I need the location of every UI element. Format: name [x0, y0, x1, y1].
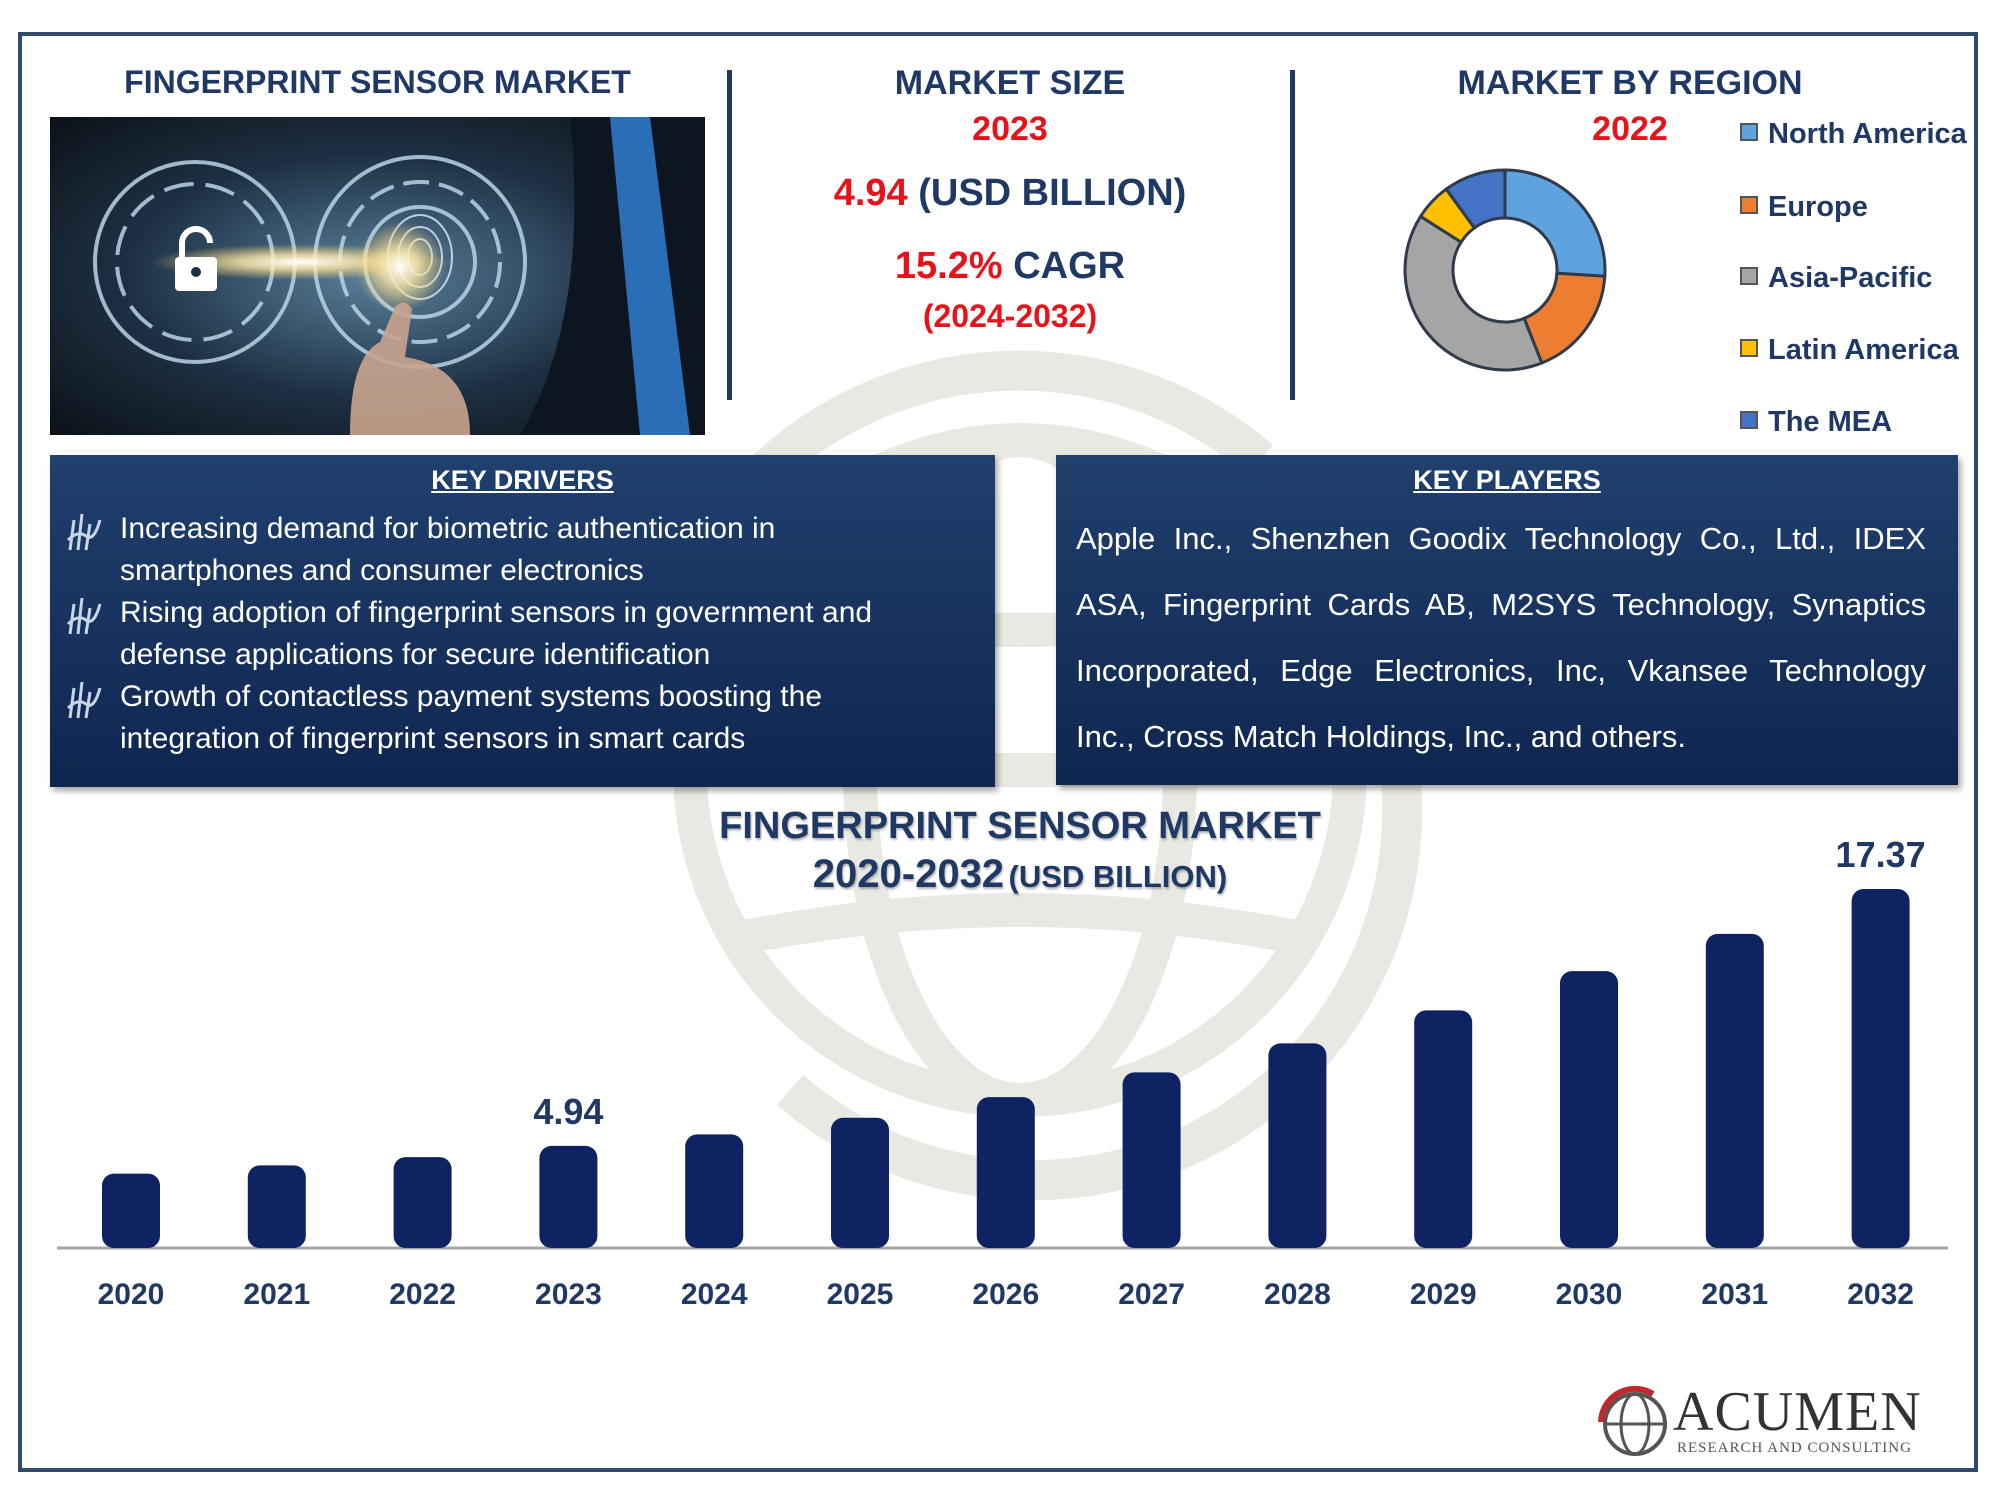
x-tick-label: 2026	[972, 1278, 1039, 1311]
key-driver-line2: smartphones and consumer electronics	[120, 554, 644, 587]
legend-swatch-icon	[1740, 123, 1758, 141]
bar-chart-title-main: FINGERPRINT SENSOR MARKET	[719, 805, 1321, 847]
bar	[1851, 889, 1910, 1248]
bar-data-label: 17.37	[1836, 834, 1926, 875]
bar-chart-title-years: 2020-2032	[812, 852, 1005, 896]
market-size-unit: (USD BILLION)	[918, 172, 1187, 214]
key-driver-line1: Growth of contactless payment systems bo…	[120, 680, 822, 713]
x-tick-label: 2022	[389, 1278, 456, 1311]
key-driver-item: Growth of contactless payment systems bo…	[50, 676, 975, 760]
bar	[1268, 1043, 1327, 1248]
bar	[831, 1117, 889, 1248]
fingerprint-hero-image	[50, 117, 705, 435]
key-drivers-title: KEY DRIVERS	[431, 465, 614, 495]
x-tick-label: 2027	[1118, 1278, 1185, 1311]
bar-chart-title-unit: (USD BILLION)	[1008, 859, 1228, 894]
legend-swatch-icon	[1740, 196, 1758, 214]
region-title: MARKET BY REGION	[1457, 64, 1803, 102]
market-size-title: MARKET SIZE	[894, 64, 1126, 102]
region-legend-item: Latin America	[1740, 334, 1959, 367]
donut-slice	[1403, 214, 1544, 372]
chart-bullet-icon	[64, 594, 104, 650]
x-tick-label: 2031	[1701, 1278, 1768, 1311]
key-driver-item: Rising adoption of fingerprint sensors i…	[50, 592, 975, 676]
acumen-globe-icon	[1598, 1385, 1667, 1456]
key-driver-item: Increasing demand for biometric authenti…	[50, 508, 975, 592]
market-title: FINGERPRINT SENSOR MARKET	[124, 64, 631, 100]
key-players-text: Apple Inc., Shenzhen Goodix Technology C…	[1076, 521, 1926, 754]
region-year: 2022	[1592, 110, 1668, 148]
key-driver-line2: integration of fingerprint sensors in sm…	[120, 722, 746, 755]
divider-left	[727, 70, 732, 400]
region-legend-item: North America	[1740, 118, 1967, 151]
x-tick-label: 2028	[1264, 1278, 1331, 1311]
region-legend-label: North America	[1768, 118, 1967, 150]
region-legend-item: Asia-Pacific	[1740, 262, 1932, 295]
bar-data-label: 4.94	[533, 1091, 603, 1132]
bar	[976, 1097, 1035, 1248]
chart-bullet-icon	[64, 510, 104, 566]
x-tick-label: 2021	[243, 1278, 310, 1311]
bar	[102, 1173, 160, 1248]
x-tick-label: 2023	[535, 1278, 602, 1311]
bar	[1560, 971, 1618, 1248]
legend-swatch-icon	[1740, 339, 1758, 357]
donut-slice	[1444, 168, 1507, 231]
market-size-value: 4.94 (USD BILLION)	[760, 172, 1260, 215]
cagr-period: (2024-2032)	[922, 298, 1098, 334]
cagr-label: CAGR	[1013, 245, 1126, 287]
divider-right	[1290, 70, 1295, 400]
cagr-line: 15.2% CAGR	[760, 245, 1260, 288]
key-players-panel: KEY PLAYERS Apple Inc., Shenzhen Goodix …	[1056, 455, 1958, 785]
chart-bullet-icon	[64, 678, 104, 734]
region-legend-label: Asia-Pacific	[1768, 262, 1933, 294]
key-players-title: KEY PLAYERS	[1413, 465, 1601, 495]
bar	[247, 1165, 306, 1248]
key-driver-line2: defense applications for secure identifi…	[120, 638, 711, 671]
region-legend-item: The MEA	[1740, 406, 1892, 439]
donut-slice	[1503, 168, 1607, 278]
x-tick-label: 2025	[827, 1278, 894, 1311]
bar-chart-title: FINGERPRINT SENSOR MARKET 2020-2032 (USD…	[620, 805, 1420, 897]
bar	[1705, 933, 1764, 1248]
region-legend-label: Latin America	[1768, 334, 1959, 366]
bar	[1122, 1072, 1181, 1248]
market-size-number: 4.94	[833, 172, 908, 214]
market-size-year: 2023	[972, 110, 1048, 148]
key-drivers-panel: KEY DRIVERS Increasing demand for biomet…	[50, 455, 995, 787]
region-legend-item: Europe	[1740, 191, 1868, 224]
x-tick-label: 2029	[1410, 1278, 1477, 1311]
cagr-value: 15.2%	[894, 245, 1003, 287]
bar	[539, 1145, 598, 1248]
x-tick-label: 2032	[1847, 1278, 1914, 1311]
acumen-logo-name: ACUMEN	[1673, 1381, 1922, 1443]
region-donut-chart	[1403, 168, 1607, 372]
x-tick-label: 2024	[681, 1278, 748, 1311]
region-legend-label: The MEA	[1768, 406, 1893, 438]
legend-swatch-icon	[1740, 411, 1758, 429]
bar	[685, 1134, 744, 1248]
x-tick-label: 2020	[98, 1278, 165, 1311]
bar	[1414, 1010, 1473, 1248]
bar-chart: 2020 2021 2022 2023 4.94 2024 2025 2026 2027 2028…	[57, 834, 1948, 1311]
bar	[393, 1157, 452, 1248]
key-driver-line1: Increasing demand for biometric authenti…	[120, 512, 776, 545]
region-legend-label: Europe	[1768, 191, 1868, 223]
acumen-logo: ACUMEN RESEARCH AND CONSULTING	[1595, 1381, 1955, 1462]
key-driver-line1: Rising adoption of fingerprint sensors i…	[120, 596, 873, 629]
acumen-logo-tagline: RESEARCH AND CONSULTING	[1677, 1440, 1912, 1456]
legend-swatch-icon	[1740, 267, 1758, 285]
x-tick-label: 2030	[1556, 1278, 1623, 1311]
